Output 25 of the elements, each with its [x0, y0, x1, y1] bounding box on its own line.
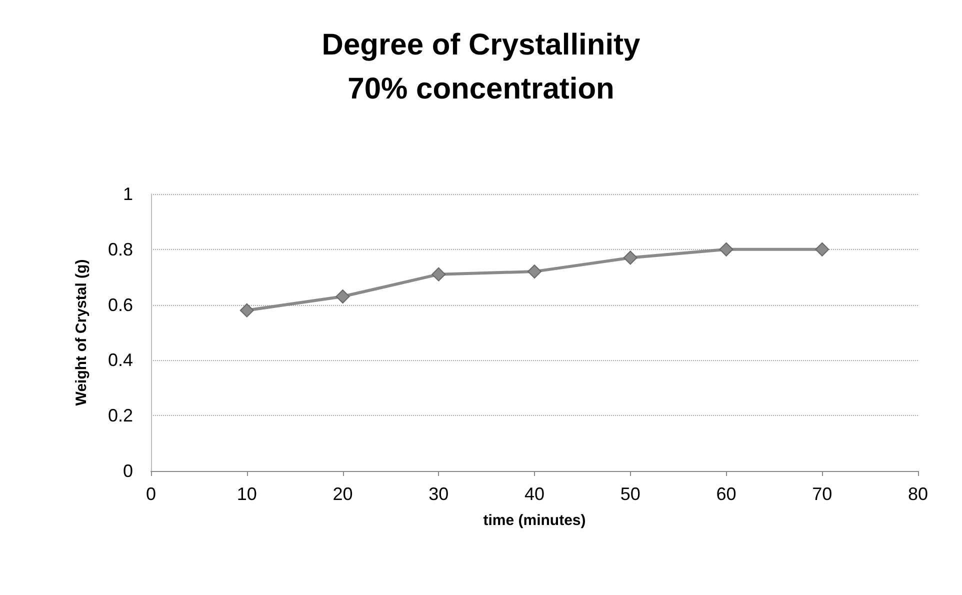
y-tick-label: 0.4 [108, 350, 133, 370]
y-tick-label: 0.6 [108, 294, 133, 315]
x-tick-label: 0 [146, 484, 156, 504]
x-tick-label: 40 [524, 484, 545, 504]
x-tick-label: 20 [332, 484, 353, 504]
x-tick-label: 30 [428, 484, 449, 504]
point [623, 250, 638, 265]
x-axis-title: time (minutes) [483, 512, 586, 529]
point [719, 242, 734, 256]
point [240, 303, 254, 318]
y-tick-label: 0 [122, 461, 133, 481]
x-tick-label: 50 [620, 484, 640, 504]
point [528, 264, 542, 279]
y-tick-label: 0.2 [108, 406, 133, 426]
x-tick-label: 80 [908, 484, 928, 504]
x-tick-label: 10 [236, 484, 257, 504]
point [432, 267, 446, 282]
y-tick-label: 0.8 [108, 239, 133, 260]
x-tick-label: 60 [716, 484, 736, 504]
chart-title: Degree of Crystallinity 70% concentration [322, 28, 641, 106]
x-tick-label: 70 [812, 484, 832, 504]
point [336, 289, 350, 304]
y-axis-title: Weight of Crystal (g) [73, 259, 90, 406]
point [815, 242, 830, 256]
y-tick-label: 1 [122, 184, 133, 204]
